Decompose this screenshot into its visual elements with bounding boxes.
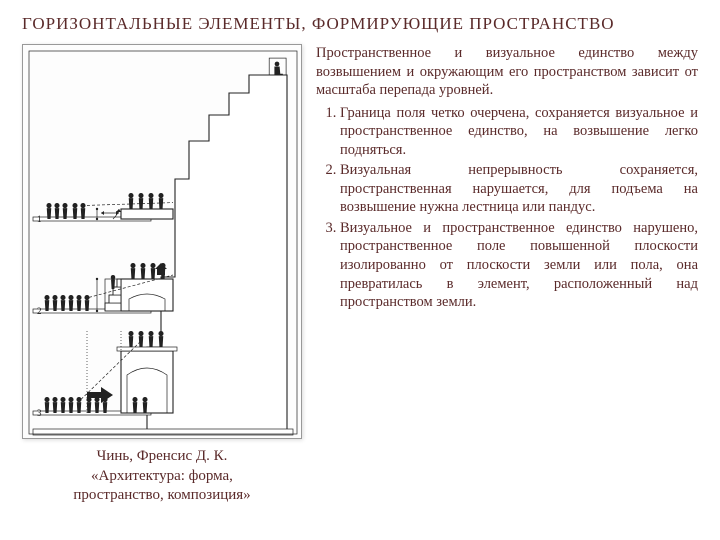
svg-text:2: 2 — [37, 306, 42, 316]
figure: 1 2 3 — [22, 44, 302, 439]
right-column: Пространственное и визуальное единство м… — [316, 44, 698, 506]
list-item: Визуальное и пространственное единство н… — [340, 219, 698, 312]
caption-line: «Архитектура: форма, — [73, 467, 250, 487]
svg-text:1: 1 — [37, 214, 42, 224]
points-list: Граница поля четко очерчена, сохраняется… — [316, 104, 698, 312]
content-row: 1 2 3 Чинь, Френсис Д. К. «Архитектура: фо… — [22, 44, 698, 506]
left-column: 1 2 3 Чинь, Френсис Д. К. «Архитектура: фо… — [22, 44, 302, 506]
intro-paragraph: Пространственное и визуальное единство м… — [316, 44, 698, 100]
caption-line: пространство, композиция» — [73, 486, 250, 506]
list-item: Визуальная непрерывность сохраняется, пр… — [340, 161, 698, 217]
caption-line: Чинь, Френсис Д. К. — [73, 447, 250, 467]
svg-text:3: 3 — [37, 408, 42, 418]
page-title: ГОРИЗОНТАЛЬНЫЕ ЭЛЕМЕНТЫ, ФОРМИРУЮЩИЕ ПРО… — [22, 14, 698, 34]
list-item: Граница поля четко очерчена, сохраняется… — [340, 104, 698, 160]
figure-caption: Чинь, Френсис Д. К. «Архитектура: форма,… — [73, 447, 250, 506]
